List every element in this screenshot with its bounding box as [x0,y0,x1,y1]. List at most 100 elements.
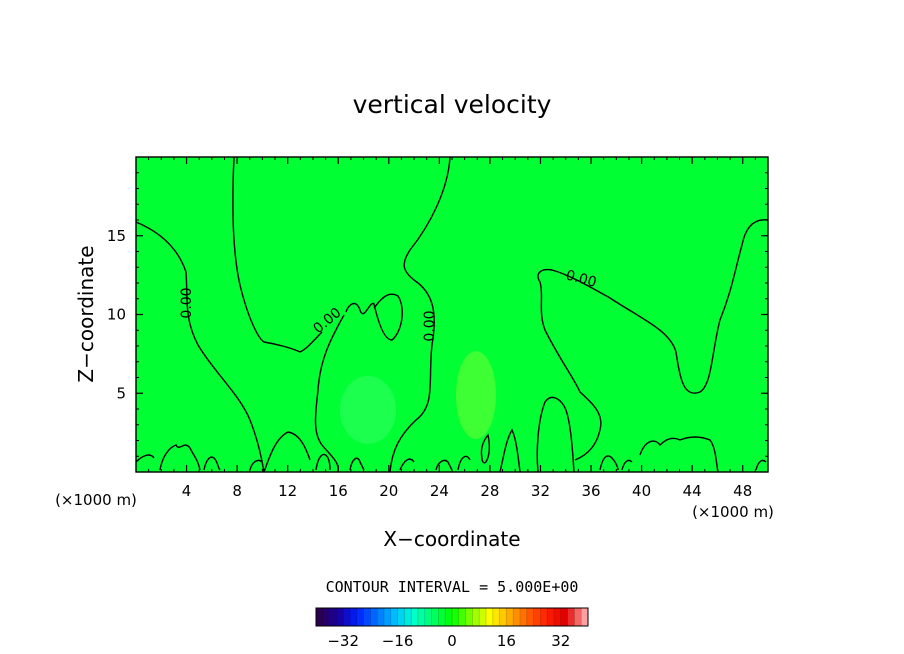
colorbar-swatch [343,608,351,626]
colorbar-swatch [560,608,568,626]
y-tick-label: 5 [116,384,126,402]
field-blob-updraft-weak [340,376,396,444]
x-tick-label: 32 [531,482,550,500]
colorbar-swatch [465,608,473,626]
contour-line [536,396,575,473]
colorbar-swatch [513,608,521,626]
y-axis-ticks: 5 10 15 [107,172,768,457]
colorbar-swatch [356,608,364,626]
x-tick-label: 12 [278,482,297,500]
x-tick-label: 44 [683,482,702,500]
contour-line [399,458,415,471]
x-tick-label: 24 [430,482,449,500]
colorbar-swatch [397,608,405,626]
contour-line [249,459,263,471]
x-tick-label: 16 [329,482,348,500]
colorbar-swatch [370,608,378,626]
contour-line [135,454,155,463]
colorbar-tick-label: 16 [497,632,516,650]
x-tick-label: 40 [632,482,651,500]
x-axis-label: X−coordinate [383,527,520,551]
colorbar-swatch [554,608,562,626]
colorbar-swatch [567,608,575,626]
x-tick-label: 4 [182,482,192,500]
colorbar-tick-label: −16 [382,632,414,650]
colorbar-swatch [526,608,534,626]
contour-lines [135,156,769,473]
contour-line [480,433,491,464]
colorbar-swatch [492,608,500,626]
contour-line [499,428,521,473]
contour-label: 0.00 [564,267,598,291]
colorbar-swatch [384,608,392,626]
colorbar-tick-label: −32 [327,632,359,650]
contour-line [537,219,769,461]
x-unit-left: (×1000 m) [55,491,137,509]
colorbar-swatch [411,608,419,626]
x-tick-label: 28 [480,482,499,500]
colorbar-swatch [316,608,324,626]
colorbar-swatch [445,608,453,626]
colorbar-swatch [438,608,446,626]
contour-line [159,444,201,471]
colorbar-swatch [472,608,480,626]
contour-line [389,156,451,473]
contour-line [263,431,311,473]
contour-label: 0.00 [179,287,195,318]
contour-line [621,459,633,471]
colorbar-swatch [458,608,466,626]
colorbar-swatch [452,608,460,626]
contour-line [755,459,767,471]
colorbar-swatch [336,608,344,626]
x-tick-label: 48 [733,482,752,500]
colorbar-tick-label: 0 [447,632,457,650]
colorbar-swatch [377,608,385,626]
y-axis-label: Z−coordinate [74,245,98,382]
colorbar-swatch [540,608,548,626]
colorbar-swatch [424,608,432,626]
contour-line [315,453,331,471]
colorbar-swatch [431,608,439,626]
contour-label: 0.00 [422,310,438,341]
x-axis-ticks: 4 8 12 16 20 24 28 32 36 40 44 48 [148,157,756,500]
x-tick-label: 36 [581,482,600,500]
y-tick-label: 15 [107,227,126,245]
colorbar-swatch [329,608,337,626]
colorbar-swatch [418,608,426,626]
colorbar-swatch [574,608,582,626]
colorbar-swatch [547,608,555,626]
colorbar-swatch [479,608,487,626]
colorbar-swatch [499,608,507,626]
field-fill [136,157,768,472]
colorbar-swatch [486,608,494,626]
colorbar-swatch [390,608,398,626]
field-blob-updraft [456,351,496,439]
contour-interval-text: CONTOUR INTERVAL = 5.000E+00 [326,578,579,596]
colorbar [315,607,589,627]
y-tick-label: 10 [107,306,126,324]
contour-line [135,221,265,473]
contour-line [232,156,323,353]
colorbar-tick-label: 32 [551,632,570,650]
colorbar-swatch [520,608,528,626]
contour-line [457,455,471,471]
colorbar-swatch [506,608,514,626]
colorbar-swatch [533,608,541,626]
x-tick-label: 20 [379,482,398,500]
chart-title: vertical velocity [353,90,552,119]
contour-line [203,456,221,471]
contour-line [314,314,345,473]
x-unit-right: (×1000 m) [692,503,774,521]
plot-area: 0.00 0.00 0.00 0.00 4 8 12 16 20 24 28 32 36 40 44… [107,156,769,500]
colorbar-swatch [581,608,589,626]
colorbar-swatch [322,608,330,626]
colorbar-frame [315,607,589,627]
contour-line [345,293,403,341]
contour-line [599,455,619,471]
colorbar-tick-labels: −32 −16 0 16 32 [327,632,570,650]
colorbar-swatch [363,608,371,626]
colorbar-swatch [404,608,412,626]
contour-line [639,436,719,473]
colorbar-swatch [350,608,358,626]
